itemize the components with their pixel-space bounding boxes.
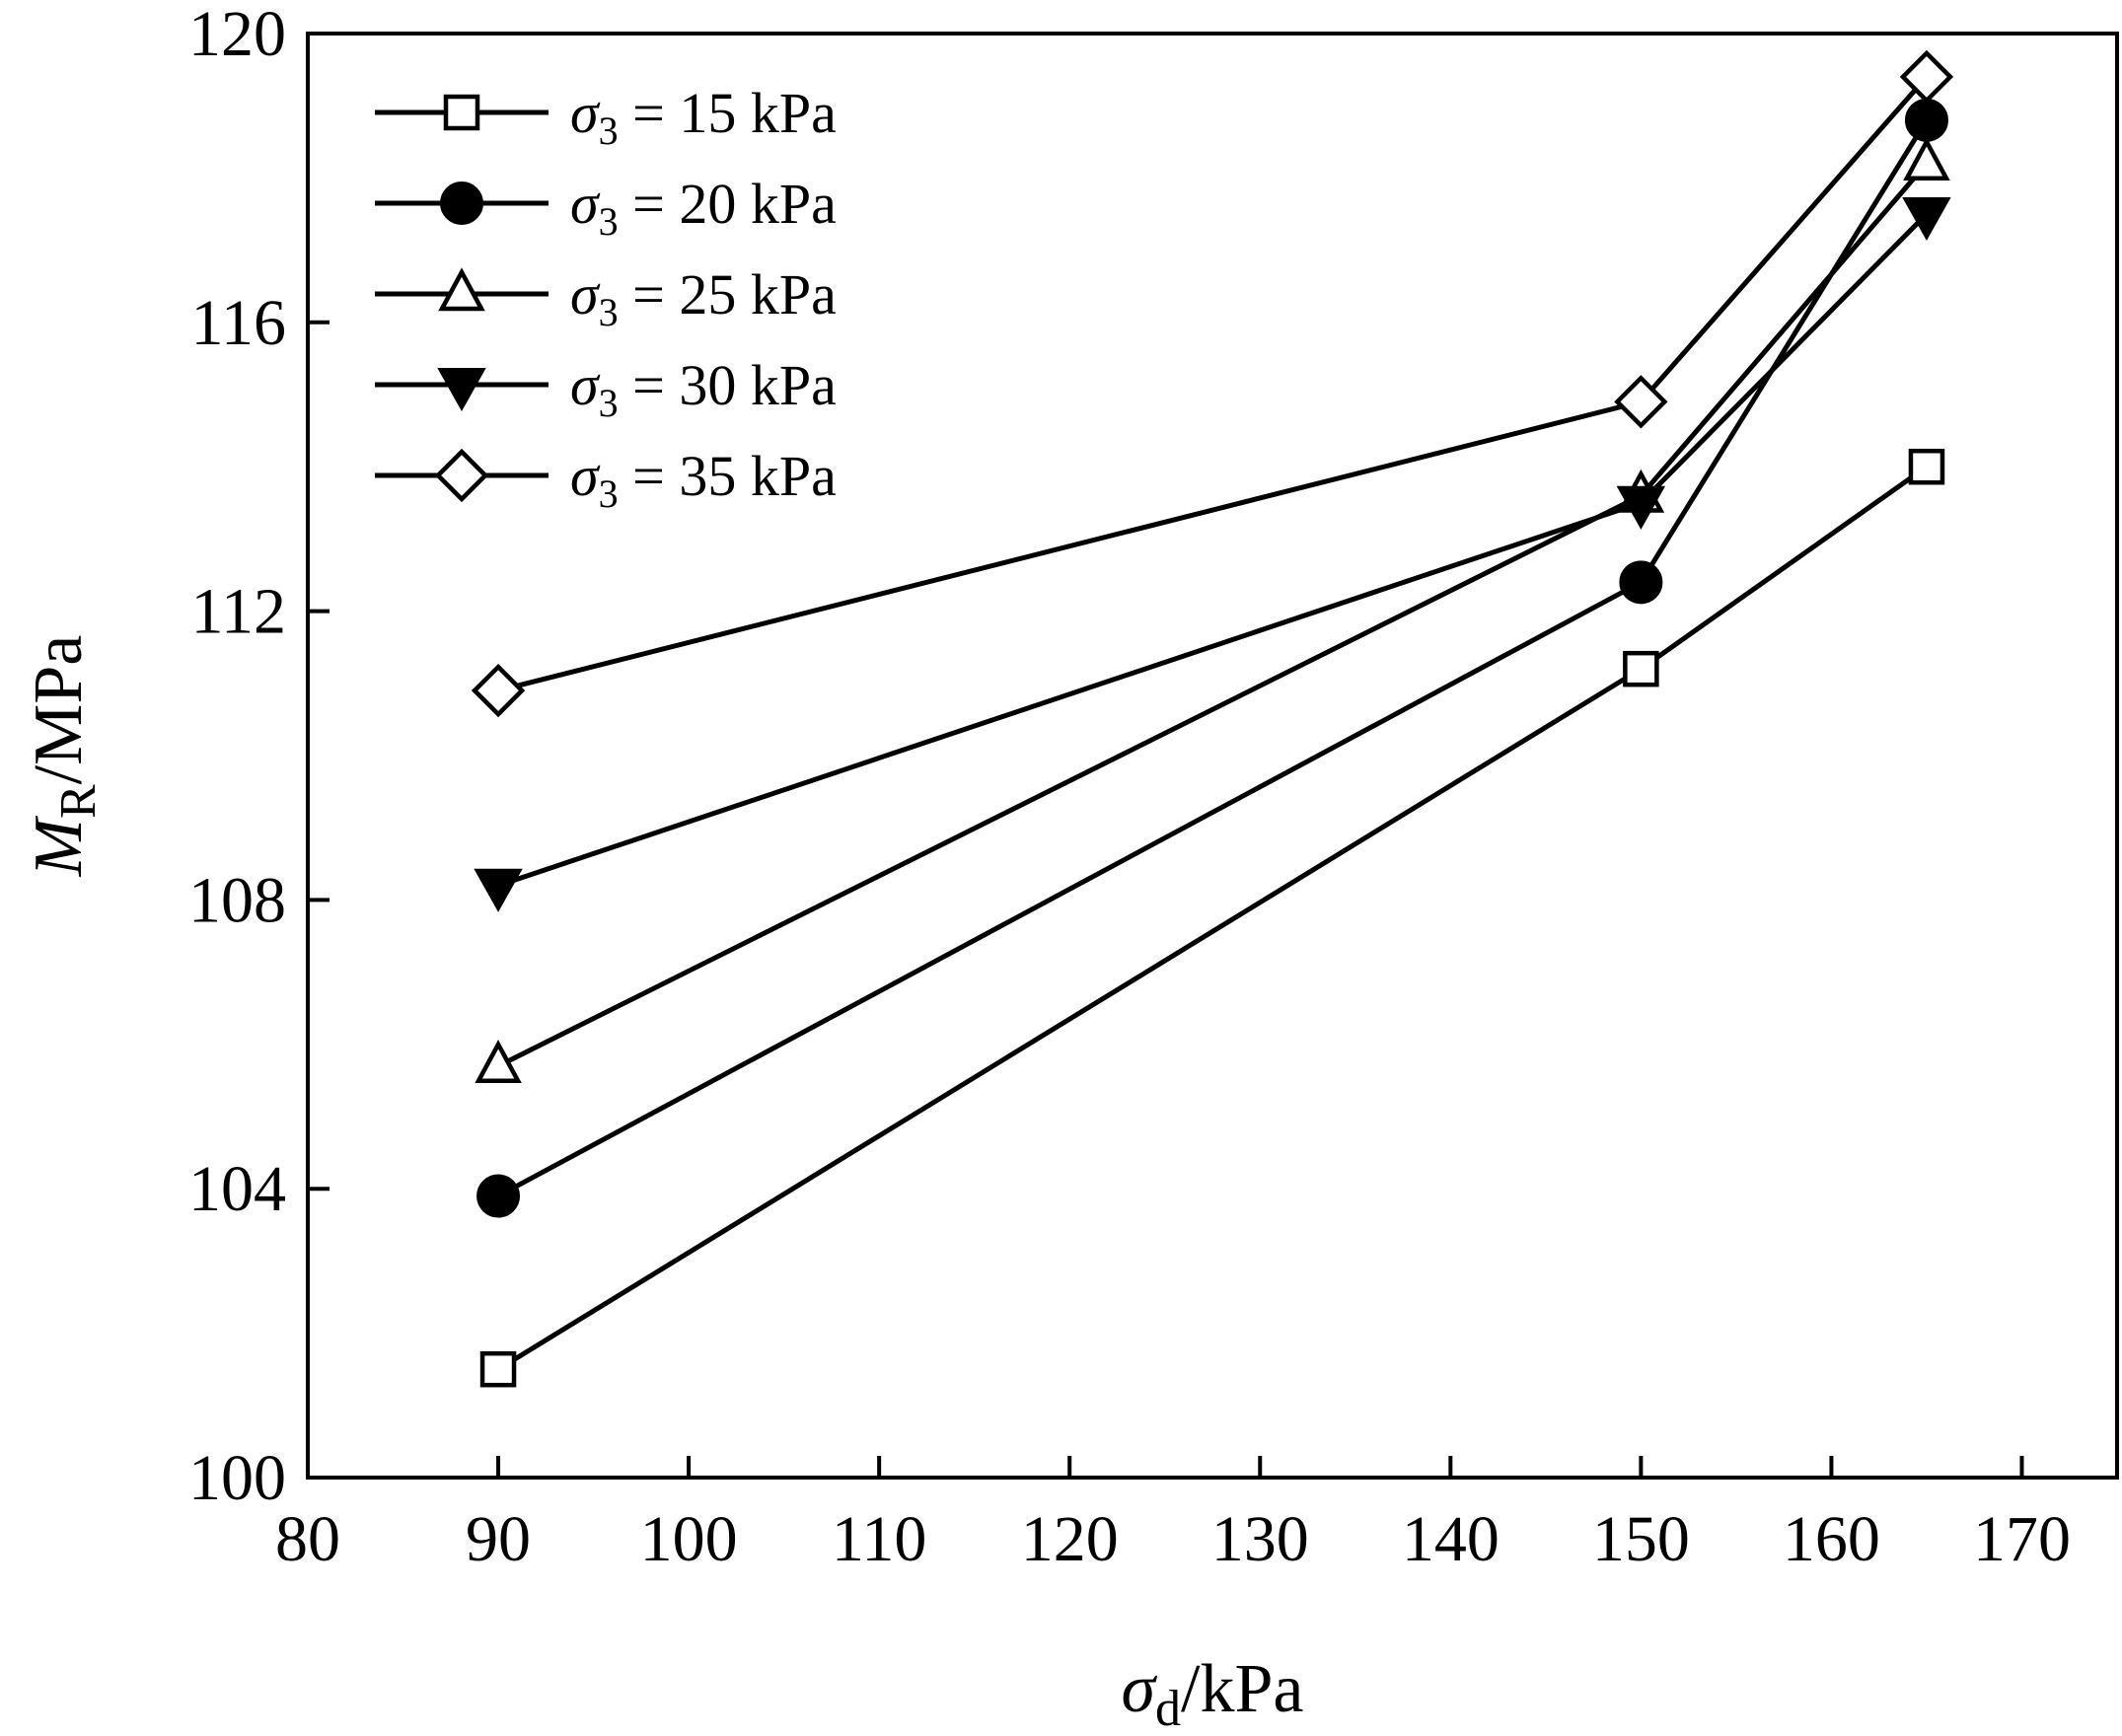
y-tick-label: 116 [190, 287, 286, 359]
x-tick-label: 150 [1592, 1503, 1690, 1575]
y-axis-title: MR/MPa [21, 635, 107, 878]
legend-subscript: 3 [599, 199, 619, 244]
legend-symbol: σ [570, 81, 601, 145]
legend-marker [434, 448, 489, 503]
x-tick-label: 170 [1973, 1503, 2071, 1575]
data-point [1903, 137, 1950, 181]
legend-label: σ3 = 35 kPa [570, 444, 837, 516]
y-axis-ticks: 100 104 108 112 116 120 [188, 0, 329, 1514]
data-point [475, 1040, 522, 1084]
x-tick-label: 110 [832, 1503, 927, 1575]
x-axis-unit: /kPa [1181, 1651, 1303, 1727]
legend-subscript: 3 [599, 108, 619, 153]
legend-value: = 25 kPa [619, 262, 837, 326]
legend-value: = 35 kPa [619, 444, 837, 508]
y-tick-label: 120 [188, 0, 286, 70]
y-axis-subscript: R [50, 784, 107, 819]
x-axis-subscript: d [1155, 1681, 1181, 1736]
y-tick-label: 112 [190, 576, 286, 648]
x-tick-label: 140 [1402, 1503, 1500, 1575]
y-axis-unit: /MPa [21, 635, 97, 785]
series-1 [479, 448, 1945, 1388]
legend-symbol: σ [570, 172, 601, 236]
data-point [479, 1350, 517, 1388]
x-tick-label: 100 [640, 1503, 738, 1575]
data-point [1904, 98, 1948, 142]
legend-value: = 15 kPa [619, 81, 837, 145]
data-point [474, 868, 523, 912]
legend-marker [438, 267, 485, 312]
series-4 [474, 197, 1951, 912]
legend-label: σ3 = 15 kPa [570, 81, 837, 153]
data-point [1619, 560, 1663, 605]
legend-marker [440, 181, 483, 225]
legend-label: σ3 = 25 kPa [570, 262, 837, 334]
legend-subscript: 3 [599, 290, 619, 334]
data-point [1614, 375, 1668, 429]
series-group [471, 49, 1954, 1388]
legend-subscript: 3 [599, 381, 619, 425]
legend-marker [437, 368, 486, 412]
x-axis-symbol: σ [1122, 1651, 1158, 1727]
x-tick-label: 80 [275, 1503, 340, 1575]
y-tick-label: 104 [188, 1153, 286, 1225]
plot-frame [306, 32, 2119, 1480]
legend-marker [443, 94, 480, 131]
legend-symbol: σ [570, 444, 601, 508]
legend-item: σ3 = 30 kPa [375, 353, 837, 425]
x-axis-title: σd/kPa [1122, 1651, 1304, 1736]
legend-label: σ3 = 30 kPa [570, 353, 837, 425]
legend-item: σ3 = 25 kPa [375, 262, 837, 334]
series-line [496, 465, 1929, 1372]
data-point [1623, 650, 1659, 687]
y-tick-label: 108 [188, 864, 286, 936]
legend-label: σ3 = 20 kPa [570, 172, 837, 244]
y-axis-symbol: M [21, 815, 97, 877]
x-tick-label: 90 [466, 1503, 531, 1575]
legend-symbol: σ [570, 353, 601, 417]
data-point [1902, 197, 1951, 242]
legend-symbol: σ [570, 262, 601, 326]
series-5 [471, 49, 1954, 718]
data-point [1899, 49, 1954, 105]
legend-item: σ3 = 35 kPa [375, 444, 837, 516]
data-point [1616, 485, 1666, 530]
data-point [471, 663, 526, 718]
legend-item: σ3 = 15 kPa [375, 81, 837, 153]
legend-subscript: 3 [599, 471, 619, 516]
data-point [476, 1174, 521, 1218]
y-tick-label: 100 [188, 1442, 286, 1514]
x-axis-ticks: 80 90 100 110 120 130 140 150 160 170 [275, 1456, 2071, 1575]
data-point [1908, 448, 1945, 485]
x-tick-label: 160 [1783, 1503, 1880, 1575]
x-tick-label: 130 [1211, 1503, 1309, 1575]
legend-value: = 20 kPa [619, 172, 837, 236]
legend-item: σ3 = 20 kPa [375, 172, 837, 244]
x-tick-label: 120 [1021, 1503, 1119, 1575]
legend-value: = 30 kPa [619, 353, 837, 417]
